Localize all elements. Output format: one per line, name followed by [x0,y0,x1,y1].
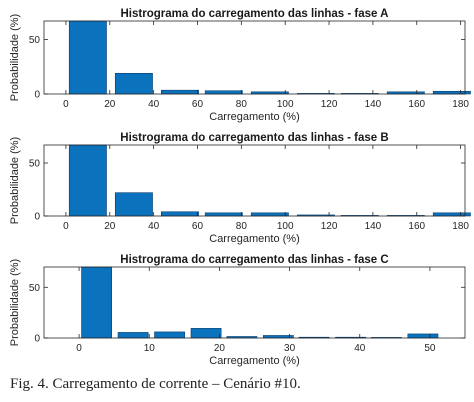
axes-box [43,266,466,339]
histogram-panel-2: 0 20 40 60 80 100 120 140 160 180 0 50 Histrograma d… [9,132,471,245]
x-tick-label: 20 [104,99,116,110]
x-tick-label: 160 [408,99,425,110]
x-tick-label: 120 [321,99,338,110]
y-tick-label: 0 [34,90,40,101]
y-axis-label: Probabilidade (%) [9,137,21,224]
histogram-bar [250,212,289,217]
histogram-bar [190,328,222,339]
histogram-bar [154,331,185,339]
x-tick-label: 60 [192,99,204,110]
histogram-bar [68,20,107,95]
histogram-bar [407,333,439,339]
chart-title: Histrograma do carregamento das linhas -… [120,132,388,144]
histogram-bar [114,192,153,217]
x-tick-label: 20 [104,221,116,232]
x-tick-label: 180 [452,99,469,110]
histogram-bar [161,211,199,217]
x-tick-label: 40 [148,221,160,232]
y-axis-label: Probabilidade (%) [9,259,21,346]
axes-box [43,20,466,95]
x-tick-label: 20 [214,343,226,354]
x-tick-label: 120 [321,221,338,232]
x-tick-label: 0 [63,99,69,110]
x-tick-label: 0 [76,343,82,354]
chart-title: Histrograma do carregamento das linhas -… [121,8,389,20]
x-tick-label: 80 [236,221,248,232]
x-tick-label: 0 [63,221,69,232]
plot-area [44,21,465,94]
x-tick-label: 100 [277,221,294,232]
chart-title: Histrograma do carregamento das linhas -… [120,254,388,266]
figure-caption: Fig. 4. Carregamento de corrente – Cenár… [10,376,301,392]
histogram-bar [204,212,243,217]
x-tick-label: 180 [452,221,469,232]
plot-area [44,267,465,338]
y-tick-label: 0 [34,212,40,223]
x-tick-label: 10 [144,343,156,354]
y-tick-label: 50 [29,35,41,46]
axes-box [43,144,466,217]
x-axis-label: Carregamento (%) [209,233,299,245]
x-tick-label: 140 [365,221,382,232]
x-tick-label: 140 [365,99,382,110]
x-tick-label: 30 [284,343,296,354]
x-tick-label: 60 [192,221,204,232]
x-tick-label: 50 [424,343,436,354]
x-tick-label: 40 [148,99,160,110]
y-tick-label: 0 [34,334,40,345]
histogram-bar [114,73,153,95]
y-tick-label: 50 [29,283,41,294]
plot-area [44,145,465,216]
histogram-bar [68,144,107,217]
x-tick-label: 160 [408,221,425,232]
x-tick-label: 80 [236,99,248,110]
x-tick-label: 40 [354,343,366,354]
histogram-bar [161,89,199,95]
histogram-panel-3: 0 10 20 30 40 50 0 50 Histrograma do carregament… [9,254,466,367]
histogram-bar [81,266,113,339]
x-axis-label: Carregamento (%) [209,355,299,367]
histogram-bar [117,332,149,339]
histogram-panel-1: 0 20 40 60 80 100 120 140 160 180 0 50 Histrograma d… [9,8,471,123]
histogram-bar [204,90,243,95]
x-tick-label: 100 [277,99,294,110]
x-axis-label: Carregamento (%) [209,111,299,123]
y-tick-label: 50 [29,159,41,170]
y-axis-label: Probabilidade (%) [9,14,21,101]
